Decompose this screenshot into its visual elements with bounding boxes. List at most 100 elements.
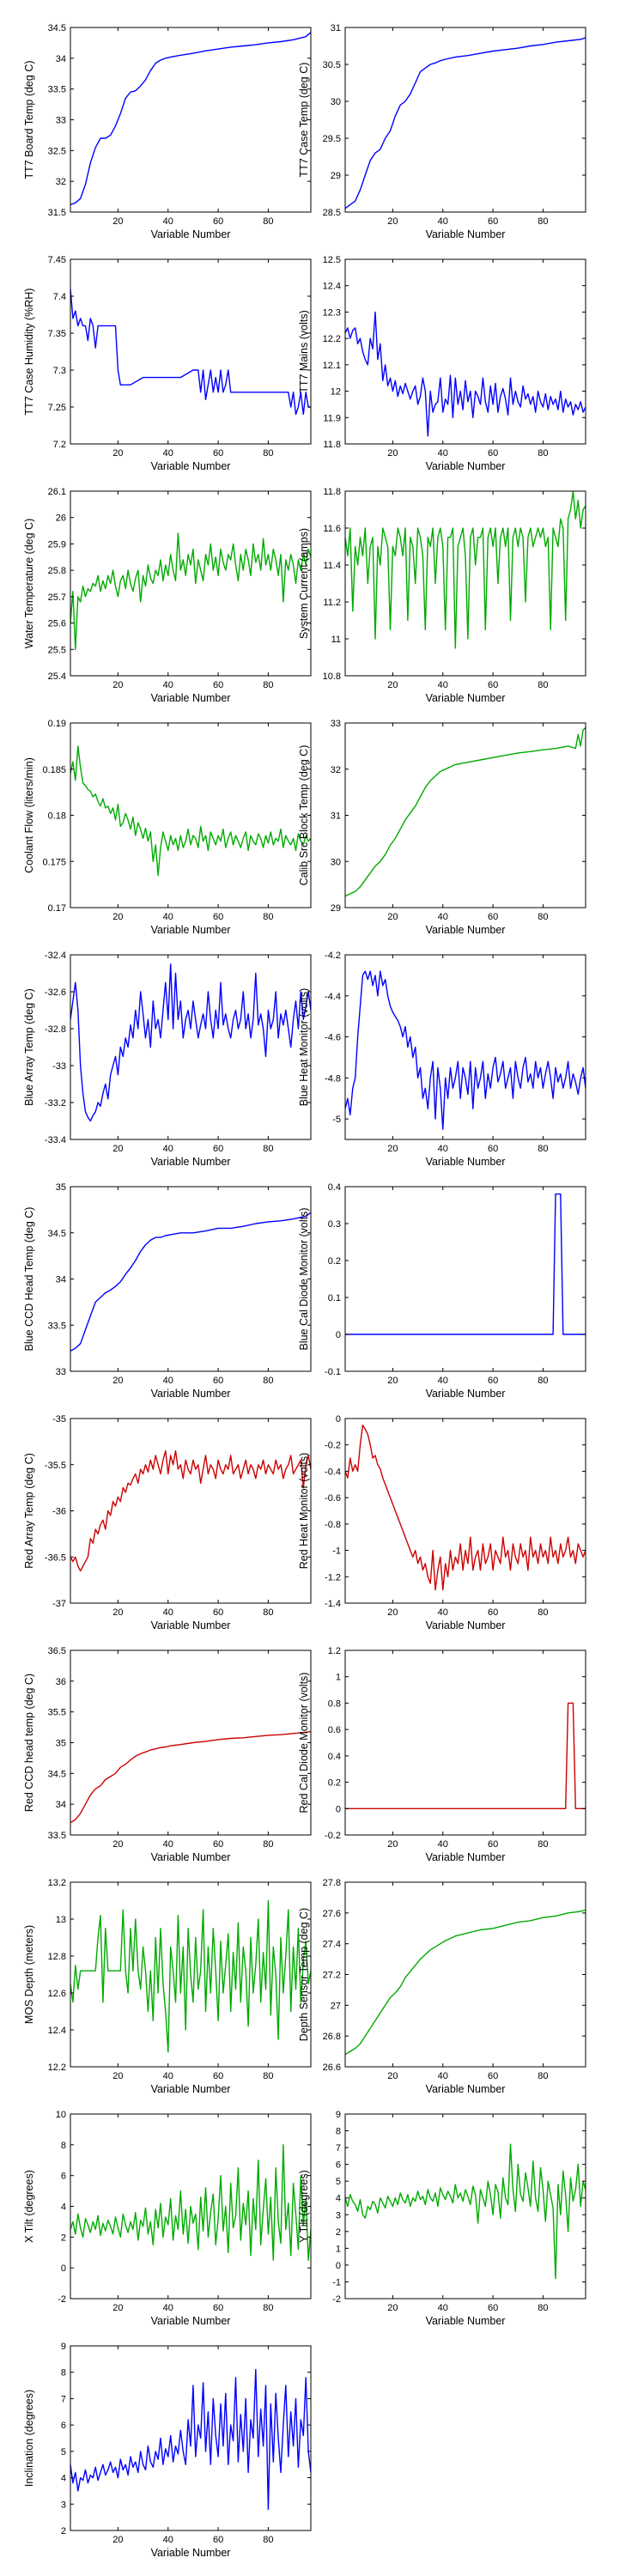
y-tick-label: 32 — [56, 177, 66, 187]
y-tick-label: 1 — [336, 2244, 341, 2254]
series-line — [70, 532, 311, 650]
y-tick-label: 12.5 — [323, 255, 341, 265]
y-tick-label: 25.7 — [48, 592, 66, 603]
y-tick-label: 25.9 — [48, 539, 66, 550]
y-tick-label: 5 — [336, 2177, 341, 2187]
y-tick-label: 3 — [336, 2210, 341, 2221]
y-tick-label: 31 — [331, 23, 341, 33]
chart-panel: 20 40 60 80 -5 -4.8 -4.6 -4.4 -4.2 Variable Numbe… — [298, 951, 586, 1168]
series-line — [70, 745, 311, 877]
y-tick-label: 30 — [331, 97, 341, 107]
axes-box — [70, 2345, 312, 2531]
series-line — [345, 1702, 586, 1810]
x-tick-label: 40 — [163, 1839, 173, 1850]
x-tick-label: 60 — [213, 680, 223, 690]
y-tick-label: 3 — [61, 2500, 66, 2510]
y-axis-label: TT7 Mains (volts) — [298, 310, 310, 393]
y-tick-label: -1.2 — [325, 1572, 341, 1583]
y-tick-label: -0.8 — [325, 1520, 341, 1530]
x-tick-label: 20 — [387, 2071, 398, 2081]
x-axis-label: Variable Number — [151, 1851, 231, 1863]
y-tick-label: 10.8 — [323, 671, 341, 682]
x-tick-label: 20 — [387, 1376, 398, 1386]
x-tick-label: 80 — [538, 2071, 548, 2081]
y-tick-label: -33.4 — [45, 1135, 66, 1145]
y-tick-label: 33 — [56, 116, 66, 126]
chart-panel: 20 40 60 80 11.8 11.9 12 12.1 12.2 12.3 12.4 12.5 Va… — [298, 255, 586, 472]
x-tick-label: 20 — [387, 680, 398, 690]
series-line — [70, 1730, 311, 1824]
x-tick-label: 20 — [112, 1144, 123, 1154]
x-tick-label: 80 — [538, 1376, 548, 1386]
x-axis-label: Variable Number — [426, 1156, 506, 1168]
x-tick-label: 60 — [213, 448, 223, 459]
x-tick-label: 80 — [538, 1144, 548, 1154]
y-tick-label: 7 — [336, 2143, 341, 2154]
x-axis-label: Variable Number — [426, 1388, 506, 1400]
chart-panel: 20 40 60 80 12.2 12.4 12.6 12.8 13 13.2 Variable N… — [23, 1878, 312, 2095]
x-axis-label: Variable Number — [426, 228, 506, 240]
y-tick-label: 25.4 — [48, 671, 66, 682]
chart-panel: 20 40 60 80 -33.4 -33.2 -33 -32.8 -32.6 -32.4 Vari… — [23, 951, 312, 1168]
axes-box — [70, 1418, 312, 1604]
y-tick-label: 7 — [61, 2394, 66, 2404]
y-tick-label: 4 — [61, 2202, 66, 2213]
y-tick-label: 0.19 — [48, 719, 66, 729]
axes-box — [70, 490, 312, 677]
y-tick-label: 10 — [56, 2110, 66, 2120]
x-tick-label: 80 — [263, 1376, 273, 1386]
axes-box — [344, 27, 586, 213]
y-axis-label: Calib Src Block Temp (deg C) — [298, 745, 310, 886]
y-tick-label: 6 — [336, 2160, 341, 2171]
x-tick-label: 60 — [213, 216, 223, 227]
x-tick-label: 20 — [112, 1607, 123, 1618]
x-tick-label: 20 — [387, 216, 398, 227]
y-tick-label: -4.8 — [325, 1073, 341, 1084]
chart-panel: 20 40 60 80 28.5 29 29.5 30 30.5 31 Variable Numbe… — [298, 23, 586, 240]
x-axis-label: Variable Number — [151, 1156, 231, 1168]
x-tick-label: 20 — [387, 1839, 398, 1850]
y-tick-label: 0 — [336, 1330, 341, 1340]
x-tick-label: 60 — [213, 1376, 223, 1386]
y-tick-label: 8 — [61, 2141, 66, 2151]
y-tick-label: 34 — [56, 1275, 66, 1285]
y-tick-label: 0 — [336, 1804, 341, 1814]
x-tick-label: 40 — [438, 2071, 448, 2081]
x-tick-label: 60 — [488, 680, 498, 690]
y-axis-label: Water Temperature (deg C) — [23, 519, 35, 648]
chart-panel: 20 40 60 80 -1.4 -1.2 -1 -0.8 -0.6 -0.4 -0.2 0 Varia… — [298, 1414, 586, 1631]
y-tick-label: 0.175 — [42, 857, 66, 867]
x-tick-label: 20 — [112, 680, 123, 690]
x-tick-label: 20 — [387, 1144, 398, 1154]
y-tick-label: 2 — [61, 2233, 66, 2243]
chart-panel: 20 40 60 80 -2 0 2 4 6 8 10 Variable Number X Tilt (… — [23, 2110, 312, 2327]
chart-panel: 20 40 60 80 -2 -1 0 1 2 3 4 5 6 7 8 9 Variable Number Y T… — [298, 2110, 586, 2327]
x-tick-label: 60 — [488, 1144, 498, 1154]
y-tick-label: 0.17 — [48, 903, 66, 914]
y-tick-label: 12 — [331, 387, 341, 398]
y-tick-label: -33.2 — [45, 1098, 66, 1109]
x-tick-label: 60 — [488, 2071, 498, 2081]
x-axis-label: Variable Number — [151, 692, 231, 704]
x-tick-label: 40 — [438, 216, 448, 227]
x-tick-label: 80 — [538, 448, 548, 459]
y-tick-label: 0 — [61, 2263, 66, 2274]
y-tick-label: 7.45 — [48, 255, 66, 265]
y-tick-label: 36 — [56, 1677, 66, 1687]
y-tick-label: 27 — [331, 2001, 341, 2011]
axes-box — [344, 1881, 586, 2068]
x-tick-label: 60 — [488, 448, 498, 459]
y-axis-label: TT7 Case Humidity (%RH) — [23, 289, 35, 416]
x-tick-label: 80 — [538, 1607, 548, 1618]
y-tick-label: -32.4 — [45, 951, 66, 961]
y-tick-label: 27.6 — [323, 1909, 341, 1919]
x-tick-label: 20 — [112, 216, 123, 227]
y-tick-label: 26 — [56, 513, 66, 524]
series-line — [70, 1212, 311, 1352]
y-tick-label: 26.8 — [323, 2032, 341, 2042]
chart-panel: 20 40 60 80 -37 -36.5 -36 -35.5 -35 Variable Numb… — [23, 1414, 312, 1631]
y-tick-label: 28.5 — [323, 208, 341, 218]
y-tick-label: 27.2 — [323, 1971, 341, 1981]
x-tick-label: 40 — [438, 1607, 448, 1618]
series-line — [345, 37, 586, 210]
